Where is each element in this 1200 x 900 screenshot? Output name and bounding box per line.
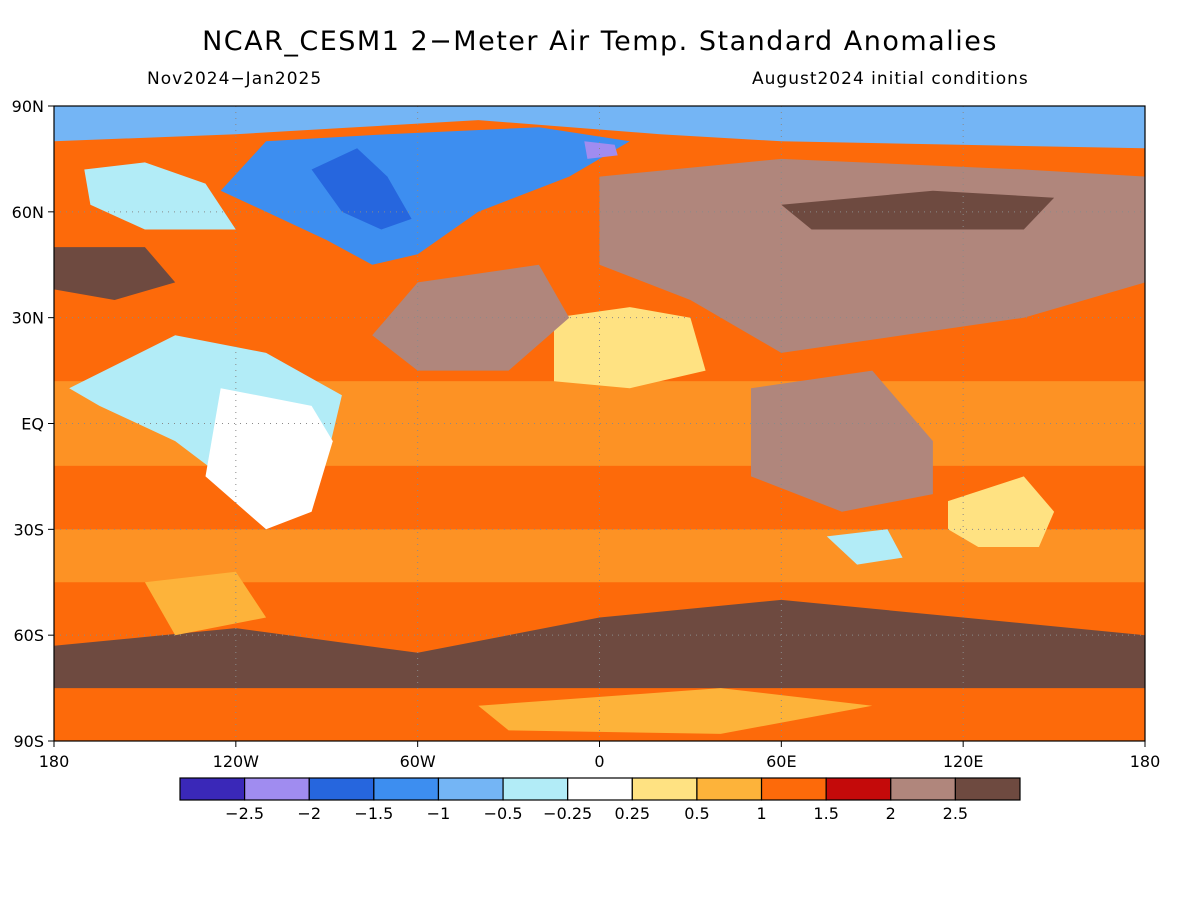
region-antarctica-mild	[478, 688, 873, 734]
region-indian-ocean-warm	[751, 370, 933, 512]
colorbar-swatch	[890, 777, 956, 801]
anomaly-regions	[54, 106, 1145, 741]
lat-label: 30S	[13, 520, 44, 539]
colorbar-label: 2.5	[943, 804, 968, 823]
colorbar-label: 2	[886, 804, 896, 823]
region-arctic-cold	[54, 106, 1145, 149]
colorbar-swatch	[373, 777, 440, 801]
colorbar-label: −1	[427, 804, 451, 823]
lat-label: 60N	[12, 203, 44, 222]
lon-label: 60W	[400, 752, 436, 771]
region-north-atlantic-cold	[220, 127, 630, 265]
colorbar-label: 0.25	[614, 804, 650, 823]
initial-conditions: August2024 initial conditions	[752, 69, 1029, 89]
colorbar-swatch	[696, 777, 763, 801]
region-canada-cold-core	[311, 148, 412, 230]
colorbar-swatch	[308, 777, 375, 801]
region-alaska-cold	[84, 162, 236, 230]
lon-label: 120W	[213, 752, 260, 771]
colorbar-swatch	[179, 777, 246, 801]
colorbar-swatch	[954, 777, 1021, 801]
lon-label: 0	[594, 752, 604, 771]
region-south-indian-cold	[826, 529, 903, 565]
colorbar-swatch	[244, 777, 310, 801]
region-sahara-near-normal	[554, 307, 706, 389]
colorbar-label: −2	[297, 804, 321, 823]
region-greenland-cold-core	[584, 141, 618, 159]
lon-label: 180	[1130, 752, 1161, 771]
colorbar-label: 0.5	[684, 804, 709, 823]
colorbar-label: −0.25	[543, 804, 592, 823]
lon-label: 60E	[766, 752, 796, 771]
colorbar-swatch	[502, 777, 569, 801]
colorbar-swatch	[437, 777, 504, 801]
lat-label: 90N	[12, 97, 44, 116]
lat-label: 90S	[13, 732, 44, 751]
region-australia-near-normal	[948, 476, 1055, 547]
lat-label: 30N	[12, 309, 44, 328]
lon-label: 120E	[943, 752, 984, 771]
colorbar-swatch	[631, 777, 698, 801]
colorbar-label: −2.5	[225, 804, 264, 823]
lat-label: EQ	[21, 415, 44, 434]
colorbar-swatch	[760, 777, 827, 801]
colorbar-label: −1.5	[354, 804, 393, 823]
colorbar-swatch	[567, 777, 633, 801]
region-southern-ocean-very-warm	[54, 599, 1145, 689]
colorbar-label: 1	[756, 804, 766, 823]
colorbar-swatch	[825, 777, 892, 801]
region-south-pacific-mild	[144, 571, 267, 636]
lon-label: 180	[39, 752, 70, 771]
colorbar-label: 1.5	[813, 804, 838, 823]
forecast-period: Nov2024−Jan2025	[147, 69, 323, 89]
region-north-pacific-very-warm	[54, 247, 176, 300]
lat-label: 60S	[13, 626, 44, 645]
colorbar-label: −0.5	[484, 804, 523, 823]
region-siberia-very-warm	[781, 190, 1055, 230]
region-atlantic-warm	[372, 264, 570, 371]
map-title: NCAR_CESM1 2−Meter Air Temp. Standard An…	[202, 26, 998, 57]
